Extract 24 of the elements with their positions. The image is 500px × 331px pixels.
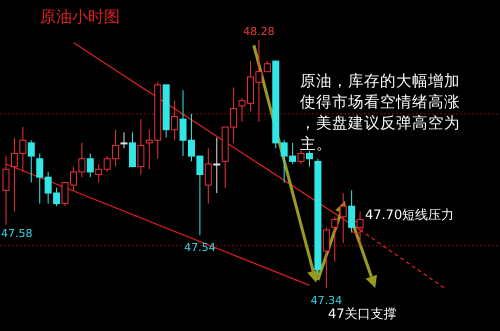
candlestick xyxy=(137,118,144,176)
text: 47关口支撑 xyxy=(328,307,397,322)
annotation: 47.54 xyxy=(184,241,216,254)
candlestick xyxy=(86,152,94,178)
annotation: 47.58 xyxy=(1,227,32,240)
candlestick xyxy=(128,132,136,168)
candlestick xyxy=(348,190,356,234)
annotation: 原油，库存的大幅增加使得市场看空情绪高涨，美盘建议反弹高空为主。 xyxy=(300,72,460,153)
candlestick xyxy=(213,137,220,194)
candlestick xyxy=(204,148,212,204)
candlestick xyxy=(171,100,178,141)
candlestick xyxy=(306,150,313,168)
annotation: 47.34 xyxy=(310,294,342,307)
candlestick xyxy=(331,216,338,262)
candlestick xyxy=(120,132,128,149)
candlestick xyxy=(340,192,347,244)
annotation: 48.28 xyxy=(243,25,275,38)
candlestick xyxy=(322,226,330,288)
chart-title: 原油小时图 xyxy=(40,7,120,26)
candlestick xyxy=(28,140,35,183)
candlestick xyxy=(356,210,364,246)
candlestick xyxy=(298,150,305,164)
annotation: 47.70短线压力 xyxy=(365,208,454,223)
candlestick xyxy=(2,156,10,226)
